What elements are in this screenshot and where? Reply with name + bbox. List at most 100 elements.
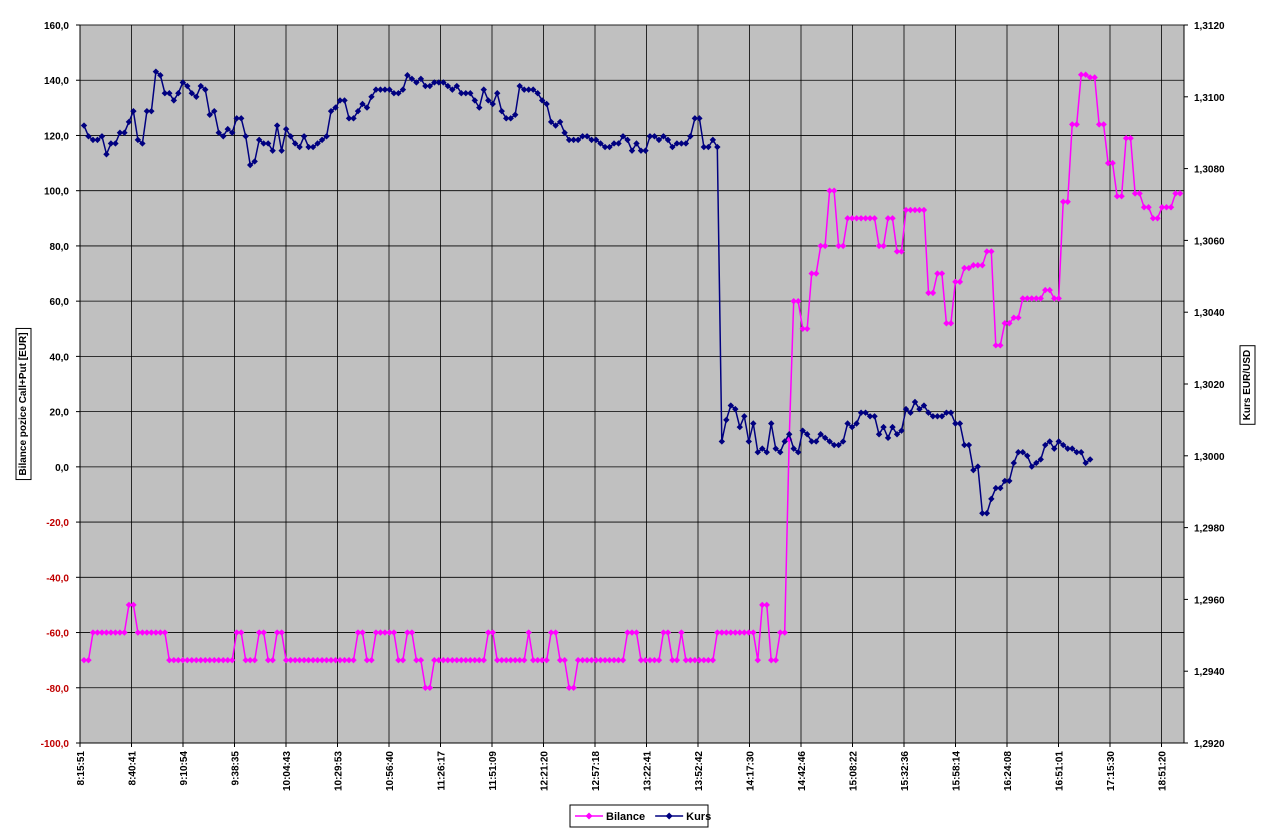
data-point xyxy=(296,143,303,151)
data-point xyxy=(992,342,1000,349)
data-point xyxy=(1136,190,1143,197)
data-point xyxy=(983,248,991,255)
data-point xyxy=(184,656,191,664)
data-point xyxy=(871,413,878,420)
data-point xyxy=(139,140,146,147)
data-point xyxy=(754,449,761,456)
data-point xyxy=(462,90,470,97)
data-point xyxy=(170,97,178,104)
data-point xyxy=(103,151,110,158)
y-right-tick-label: 1,2940 xyxy=(1194,667,1225,678)
data-point xyxy=(772,656,779,664)
data-point xyxy=(848,423,856,431)
data-point xyxy=(260,629,267,636)
data-point xyxy=(988,495,995,503)
data-point xyxy=(453,82,461,90)
data-point xyxy=(853,215,860,222)
data-point xyxy=(413,79,420,86)
data-point xyxy=(489,100,496,108)
data-point xyxy=(902,206,910,214)
data-point xyxy=(188,656,196,664)
data-point xyxy=(574,136,582,144)
data-point xyxy=(781,629,788,636)
data-point xyxy=(543,656,550,664)
y-left-tick-label: 0,0 xyxy=(55,463,69,474)
data-point xyxy=(251,656,258,664)
data-point xyxy=(143,107,151,115)
data-point xyxy=(408,75,416,83)
data-point xyxy=(1127,135,1134,142)
data-point xyxy=(98,629,106,636)
data-point xyxy=(395,90,402,97)
data-point xyxy=(116,129,124,136)
data-point xyxy=(215,656,222,664)
data-point xyxy=(759,445,766,452)
data-point xyxy=(134,136,142,144)
data-point xyxy=(229,129,236,136)
data-point xyxy=(404,629,411,636)
data-point xyxy=(512,111,519,118)
x-tick-label: 11:26:17 xyxy=(437,751,448,791)
data-point xyxy=(808,438,815,445)
data-point xyxy=(1104,159,1112,167)
data-point xyxy=(471,656,478,664)
data-point xyxy=(529,86,537,93)
data-point xyxy=(736,629,744,636)
data-point xyxy=(970,466,977,474)
data-point xyxy=(826,438,833,445)
data-point xyxy=(1068,121,1076,128)
data-point xyxy=(723,629,730,636)
y-left-axis-title: Bilance pozice Call+Put [EUR] xyxy=(18,332,29,475)
data-point xyxy=(714,629,721,636)
data-point xyxy=(278,147,285,154)
data-point xyxy=(1006,477,1013,485)
data-point xyxy=(920,402,928,409)
series-kurs xyxy=(80,68,1094,517)
y-left-tick-label: -20,0 xyxy=(46,518,69,529)
x-tick-label: 10:29:53 xyxy=(334,751,345,791)
data-point xyxy=(1064,445,1071,452)
data-point xyxy=(314,140,321,147)
data-point xyxy=(970,262,977,269)
data-point xyxy=(476,656,483,664)
data-point xyxy=(619,656,627,664)
data-point xyxy=(273,122,281,129)
y-left-tick-label: 120,0 xyxy=(44,131,69,142)
data-point xyxy=(655,656,663,664)
data-point xyxy=(372,629,380,636)
data-point xyxy=(1001,477,1009,485)
data-point xyxy=(718,629,726,636)
data-point xyxy=(1042,441,1049,449)
data-point xyxy=(997,342,1004,349)
data-point xyxy=(116,629,124,636)
data-point xyxy=(583,133,591,140)
data-point xyxy=(1060,441,1067,449)
data-point xyxy=(925,409,932,416)
data-point xyxy=(1015,449,1022,456)
data-point xyxy=(979,510,986,517)
data-point xyxy=(161,629,169,636)
data-point xyxy=(381,629,389,636)
x-tick-label: 12:57:18 xyxy=(591,751,602,791)
data-point xyxy=(552,122,559,129)
data-point xyxy=(741,413,748,420)
data-point xyxy=(399,656,407,664)
data-point xyxy=(574,656,582,664)
y-right-tick-label: 1,2960 xyxy=(1194,595,1225,606)
data-point xyxy=(507,656,514,664)
data-point xyxy=(857,215,865,222)
x-tick-label: 13:52:42 xyxy=(694,751,705,791)
data-point xyxy=(1140,204,1148,211)
data-point xyxy=(413,656,420,664)
data-point xyxy=(179,79,187,86)
data-point xyxy=(390,629,398,636)
data-point xyxy=(197,82,204,90)
data-point xyxy=(494,656,501,664)
data-point xyxy=(768,656,775,664)
data-point xyxy=(821,434,829,442)
data-point xyxy=(561,129,568,136)
data-point xyxy=(220,133,227,140)
data-point xyxy=(929,289,937,297)
data-point xyxy=(327,656,335,664)
x-tick-label: 8:40:41 xyxy=(128,751,139,786)
